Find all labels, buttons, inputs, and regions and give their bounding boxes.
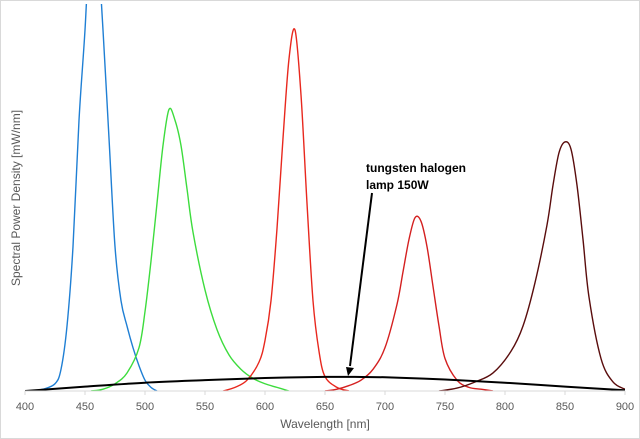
annotation-arrow-head <box>346 367 354 376</box>
x-tick-label: 450 <box>76 401 94 413</box>
x-tick-label: 800 <box>496 401 514 413</box>
annotation-line-1: tungsten halogen <box>366 161 466 175</box>
x-tick-label: 700 <box>376 401 394 413</box>
series-line-1 <box>30 4 158 391</box>
x-tick-labels: 400 450 500 550 600 650 700 750 800 850 900 <box>16 391 634 413</box>
x-tick-label: 900 <box>616 401 634 413</box>
x-tick-label: 550 <box>196 401 214 413</box>
annotation-arrow-shaft <box>349 192 373 367</box>
series-line-2 <box>90 107 290 391</box>
y-axis-title: Spectral Power Density [mW/nm] <box>9 110 23 286</box>
x-tick-label: 400 <box>16 401 34 413</box>
series-layer <box>25 4 625 391</box>
series-line-5 <box>438 141 625 391</box>
x-tick-label: 750 <box>436 401 454 413</box>
x-axis-title: Wavelength [nm] <box>280 417 370 431</box>
series-line-3 <box>222 28 350 391</box>
x-tick-label: 850 <box>556 401 574 413</box>
x-tick-label: 600 <box>256 401 274 413</box>
x-tick-label: 650 <box>316 401 334 413</box>
series-line-6 <box>25 375 625 391</box>
annotation-line-2: lamp 150W <box>366 178 429 192</box>
x-tick-label: 500 <box>136 401 154 413</box>
